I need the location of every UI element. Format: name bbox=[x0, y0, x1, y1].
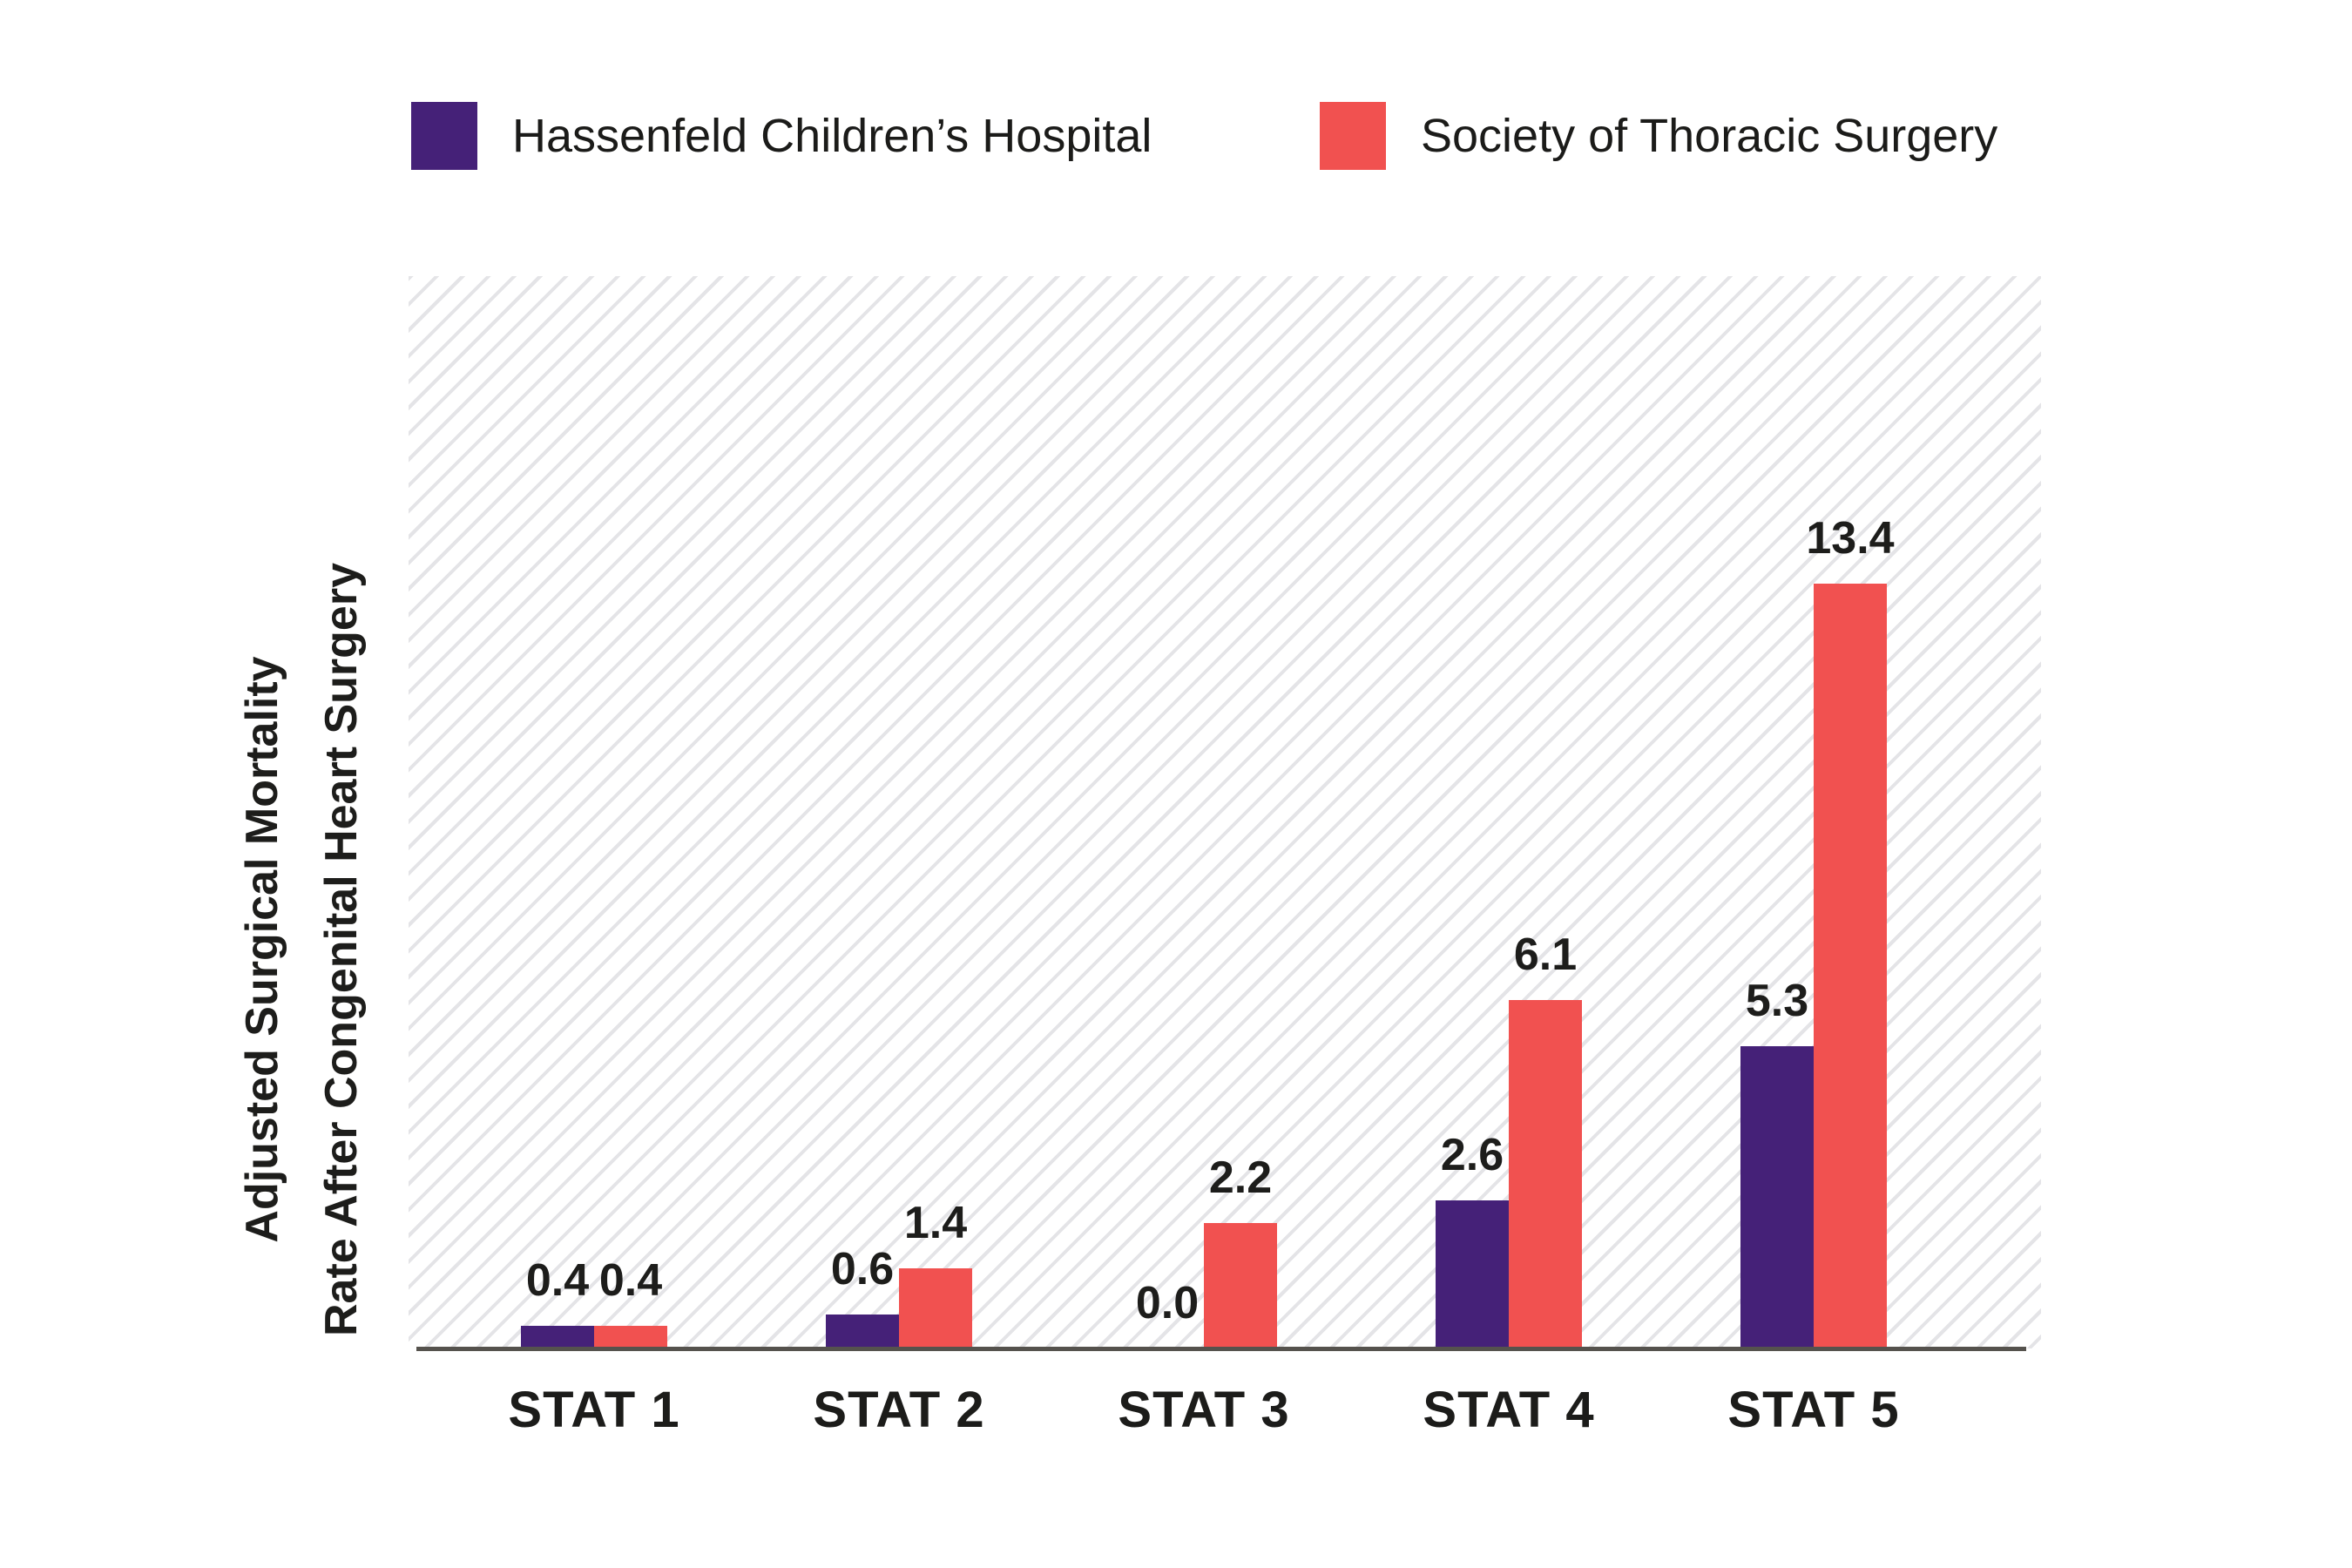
bar-value-label: 0.6 bbox=[830, 1244, 895, 1294]
bar-value-label: 0.4 bbox=[598, 1255, 663, 1306]
bar bbox=[1740, 1046, 1814, 1348]
bar bbox=[899, 1268, 972, 1348]
bar bbox=[521, 1326, 594, 1348]
plot-area: 0.4 0.4 STAT 1 0.6 1.4 STAT 2 0.0 2.2 STAT 3 2.6 6… bbox=[409, 276, 2041, 1438]
bar bbox=[1204, 1223, 1277, 1348]
bar-value-label: 0.4 bbox=[525, 1255, 590, 1306]
y-axis-label: Adjusted Surgical Mortality Rate After C… bbox=[223, 470, 382, 1429]
bar bbox=[1436, 1200, 1509, 1348]
bar bbox=[826, 1315, 899, 1348]
y-axis-label-line1: Adjusted Surgical Mortality bbox=[237, 656, 287, 1243]
x-axis-line bbox=[416, 1347, 2026, 1351]
y-axis-label-line2: Rate After Congenital Heart Surgery bbox=[316, 562, 367, 1337]
bar bbox=[594, 1326, 667, 1348]
bar-value-label: 0.0 bbox=[1135, 1278, 1200, 1328]
category-label: STAT 5 bbox=[1727, 1382, 1900, 1438]
category-label: STAT 4 bbox=[1423, 1382, 1595, 1438]
category-label: STAT 2 bbox=[813, 1382, 985, 1438]
legend-label-hassenfeld: Hassenfeld Children’s Hospital bbox=[512, 110, 1152, 162]
category-label: STAT 1 bbox=[508, 1382, 680, 1438]
bar bbox=[1814, 584, 1887, 1348]
bar-value-label: 1.4 bbox=[903, 1198, 968, 1248]
legend-swatch-thoracic-icon bbox=[1320, 102, 1386, 170]
category-label: STAT 3 bbox=[1118, 1382, 1290, 1438]
legend-item-hassenfeld: Hassenfeld Children’s Hospital bbox=[411, 102, 1152, 170]
bar-value-label: 13.4 bbox=[1806, 513, 1895, 564]
legend-label-thoracic: Society of Thoracic Surgery bbox=[1421, 110, 1998, 162]
bar-value-label: 2.2 bbox=[1208, 1152, 1273, 1203]
legend-item-thoracic: Society of Thoracic Surgery bbox=[1320, 102, 1997, 170]
bar-value-label: 6.1 bbox=[1513, 929, 1578, 980]
bar-value-label: 5.3 bbox=[1745, 976, 1809, 1026]
bar bbox=[1509, 1000, 1582, 1348]
legend-swatch-hassenfeld-icon bbox=[411, 102, 477, 170]
bar-value-label: 2.6 bbox=[1440, 1130, 1504, 1180]
